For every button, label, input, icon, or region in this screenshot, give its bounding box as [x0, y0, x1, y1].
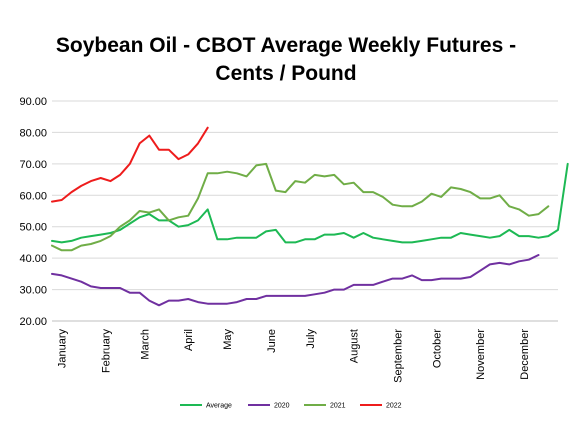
chart-title-line2: Cents / Pound [215, 62, 357, 85]
legend-label-average: Average [206, 403, 232, 410]
y-tick-label: 40.00 [19, 253, 47, 265]
x-tick-label: March [139, 329, 151, 360]
x-tick-label: November [475, 329, 487, 380]
y-tick-label: 30.00 [19, 285, 47, 297]
x-tick-label: July [305, 329, 317, 349]
x-tick-label: September [392, 329, 404, 383]
y-tick-label: 60.00 [19, 190, 47, 202]
series-line-2020 [51, 254, 540, 307]
legend-label-2021: 2021 [330, 403, 346, 410]
x-tick-label: June [266, 329, 278, 353]
legend-label-2020: 2020 [274, 403, 290, 410]
x-tick-label: August [349, 329, 361, 363]
x-tick-label: May [222, 329, 234, 350]
series-line-2021 [51, 162, 550, 252]
y-tick-label: 90.00 [19, 96, 47, 108]
x-tick-label: February [101, 329, 113, 374]
y-tick-label: 50.00 [19, 222, 47, 234]
x-tick-label: October [431, 329, 443, 368]
x-tick-label: December [519, 329, 531, 380]
legend-label-2022: 2022 [386, 403, 402, 410]
x-tick-label: January [57, 329, 69, 369]
x-tick-label: April [183, 329, 195, 351]
y-tick-label: 20.00 [19, 316, 47, 328]
y-tick-label: 70.00 [19, 159, 47, 171]
series-line-2022 [51, 126, 209, 203]
y-tick-label: 80.00 [19, 127, 47, 139]
series-line-average [51, 162, 569, 244]
chart-title-line1: Soybean Oil - CBOT Average Weekly Future… [55, 34, 517, 57]
